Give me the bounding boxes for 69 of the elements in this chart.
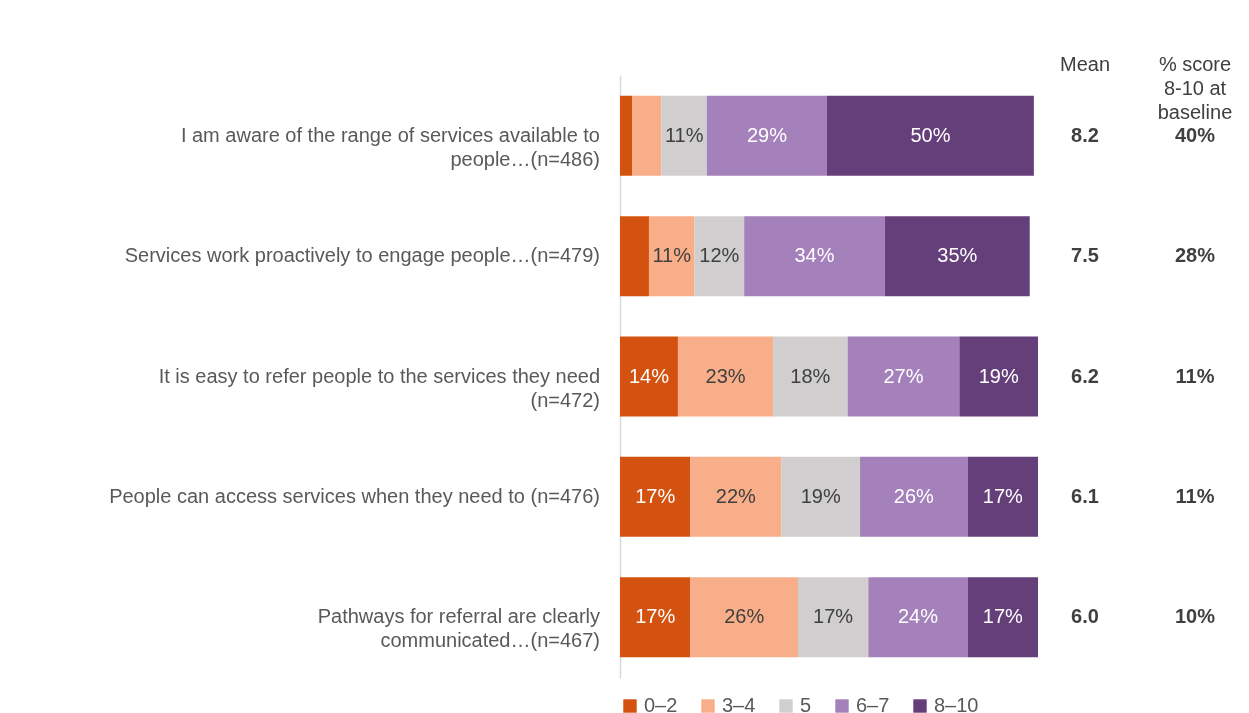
text: 10% (1174, 605, 1216, 628)
text: 7.5 (1071, 244, 1099, 267)
bar (677, 336, 774, 417)
text: % score 8-10 at baseline (1157, 53, 1233, 123)
bar (884, 216, 1030, 297)
data-label: 17% (982, 484, 1024, 507)
bar (706, 95, 827, 176)
text: 11% (1175, 364, 1215, 387)
bar (826, 95, 1034, 176)
data-label: 35% (937, 244, 978, 267)
data-label: 11% (664, 123, 704, 146)
bar (620, 216, 649, 297)
bar (967, 456, 1038, 537)
text: 11% (1175, 484, 1215, 507)
legend-label: 8–10 (934, 694, 979, 713)
y-tick-label: It is easy to refer people to the services they need (n=472) (158, 364, 600, 411)
data-label: 27% (883, 364, 924, 387)
text: 6.1 (1071, 484, 1099, 507)
data-label: 34% (794, 244, 835, 267)
text: 6.2 (1071, 364, 1099, 387)
data-label: 12% (699, 244, 740, 267)
data-label: 18% (790, 364, 831, 387)
bar (690, 456, 782, 537)
bar (773, 336, 848, 417)
data-label: 26% (724, 605, 765, 628)
legend-label: 5 (800, 694, 812, 713)
bar (694, 216, 745, 297)
y-tick-label: Pathways for referral are clearly communicated…(n=467) (317, 605, 600, 652)
y-tick-label: Services work proactively to engage people…(n=479) (124, 244, 600, 267)
data-label: 11% (652, 244, 692, 267)
legend-label: 6–7 (856, 694, 890, 713)
text: Mean (1059, 53, 1111, 75)
data-label: 17% (813, 605, 854, 628)
bar (620, 336, 678, 417)
text: 28% (1174, 244, 1216, 267)
y-tick-label: I am aware of the range of services available to people…(n=486) (180, 123, 600, 170)
text: 40% (1174, 123, 1216, 146)
legend-label: 3–4 (722, 694, 756, 713)
bar (860, 456, 968, 537)
data-label: 22% (715, 484, 757, 507)
legend-label: 0–2 (644, 694, 678, 713)
data-label: 26% (893, 484, 935, 507)
bar (690, 577, 798, 658)
data-label: 19% (978, 364, 1019, 387)
data-label: 19% (800, 484, 841, 507)
data-label: 23% (705, 364, 746, 387)
data-label: 17% (635, 605, 676, 628)
data-label: 14% (628, 364, 670, 387)
bar (661, 95, 707, 176)
bar (868, 577, 968, 658)
bar (620, 577, 691, 658)
data-label: 17% (982, 605, 1024, 628)
bar (620, 95, 633, 176)
data-label: 17% (635, 484, 676, 507)
text: 6.0 (1071, 605, 1099, 628)
bar (797, 577, 869, 658)
data-label: 29% (746, 123, 788, 146)
bar (744, 216, 885, 297)
bar (648, 216, 695, 297)
bar (620, 456, 691, 537)
data-label: 50% (910, 123, 951, 146)
y-tick-label: People can access services when they need to (n=476) (109, 484, 600, 507)
bar (847, 336, 960, 417)
bar (967, 577, 1038, 658)
text: 8.2 (1071, 123, 1099, 146)
bar (959, 336, 1038, 417)
bar (632, 95, 662, 176)
bar (781, 456, 861, 537)
data-label: 24% (897, 605, 939, 628)
